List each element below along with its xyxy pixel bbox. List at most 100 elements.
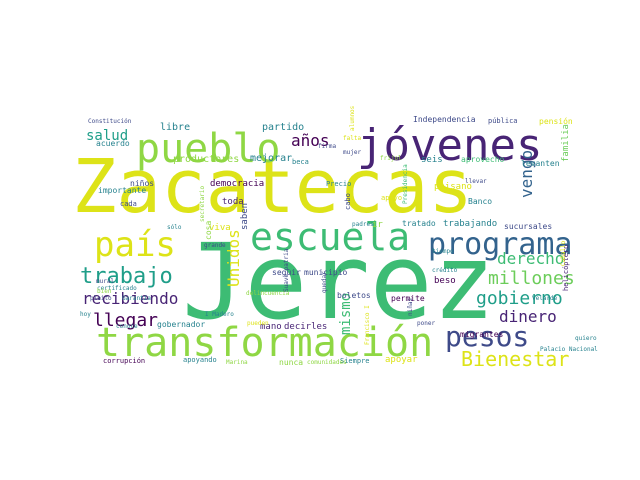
word-apoyo: apoyo — [381, 194, 402, 202]
word-productores: productores — [173, 154, 239, 165]
word-recibiendo: recibiendo — [82, 289, 178, 308]
word-años: años — [291, 131, 330, 150]
word-programa: programa — [428, 227, 573, 262]
word-ir: ir — [372, 220, 383, 230]
word-escuela: escuela — [250, 215, 410, 259]
word-i-madero: I Madero — [205, 311, 234, 318]
word-llevar: llevar — [465, 178, 487, 185]
word-cosa: cosa — [204, 221, 213, 240]
word-garantía: Garantía — [122, 295, 151, 302]
word-aprovecho: aprovecho — [461, 155, 505, 164]
word-delincuencia: delincuencia — [246, 290, 290, 297]
word-caballo: Caballo — [560, 240, 567, 266]
word-quedar: quedar — [321, 271, 328, 293]
word-cabo: cabo — [344, 193, 352, 210]
word-francisco-i: Francisco I — [364, 305, 371, 345]
word-levanten: levanten — [521, 159, 560, 168]
word-bien: bien — [97, 288, 112, 295]
word-jóvenes: jóvenes — [357, 120, 542, 171]
word-suave-patria: Suave patria — [283, 248, 290, 292]
word-certificado: certificado — [97, 285, 137, 292]
word-mujer: mujer — [343, 149, 361, 156]
word-hoy: hoy — [80, 311, 91, 318]
word-boletos: boletos — [337, 291, 371, 300]
word-constitución: Constitución — [88, 118, 132, 125]
word-saben: saben — [240, 203, 250, 230]
word-acuerdo: acuerdo — [96, 139, 130, 148]
word-jerez: Jerez — [182, 221, 495, 343]
word-sucursales: sucursales — [504, 222, 552, 231]
word-viva: viva — [209, 223, 231, 233]
word-alumnos: alumnos — [349, 105, 356, 131]
word-independencia: Independencia — [413, 115, 476, 124]
word-pesos: pesos — [445, 320, 529, 353]
word-mano: mano — [260, 322, 282, 332]
word-firma: firma — [318, 143, 336, 150]
word-trabajando: trabajando — [443, 219, 497, 229]
word-pública: pública — [488, 117, 518, 125]
word-mejorar: mejorar — [250, 153, 292, 164]
word-tiempo: tiempo — [432, 248, 454, 255]
word-seis: seis — [421, 155, 443, 165]
word-beso: beso — [434, 276, 456, 286]
word-sólo: sólo — [167, 224, 182, 231]
word-nunca: nunca — [279, 358, 303, 367]
word-zacatecas: Zacatecas — [72, 144, 473, 230]
word-frijol: frijol — [380, 155, 402, 162]
word-crédito: crédito — [432, 267, 458, 274]
word-libre: libre — [160, 122, 190, 133]
word-niños: niños — [130, 179, 154, 188]
word-pueden: pueden — [247, 320, 269, 327]
word-familia: familia — [561, 124, 571, 162]
word-presidencia: Presidencia — [402, 164, 409, 204]
word-helicóptero: helicóptero — [562, 245, 570, 291]
word-grande: grande — [204, 242, 226, 249]
word-gobierno: gobierno — [476, 288, 563, 309]
word-apoyar: apoyar — [385, 355, 418, 365]
word-pueblo: pueblo — [136, 126, 281, 172]
word-siempre: Siempre — [340, 357, 370, 365]
word-niñas: niñas — [407, 298, 414, 316]
word-falta: falta — [343, 135, 361, 142]
word-importante: importante — [98, 186, 146, 195]
word-palacio-nacional: Palacio Nacional — [540, 346, 598, 353]
word-seguir: seguir — [272, 268, 301, 277]
word-velarde: Velarde — [532, 295, 558, 302]
word-tratado: tratado — [402, 219, 436, 228]
word-quiero: quiero — [575, 335, 597, 342]
word-mural: mural — [96, 278, 114, 285]
word-paisano: paisano — [434, 182, 472, 192]
word-padres: padres — [352, 221, 374, 228]
word-apoyando: apoyando — [183, 356, 217, 364]
word-vengo: vengo — [517, 150, 536, 198]
word-bienestar: Bienestar — [461, 347, 569, 371]
word-permite: permite — [391, 294, 425, 303]
word-democracia: democracia — [210, 179, 264, 189]
word-migrantes: migrantes — [460, 330, 504, 339]
word-unidos: Unidos — [224, 229, 243, 287]
word-derecho: derecho — [497, 249, 564, 268]
word-pleito: pleito — [90, 295, 112, 302]
word-poner: poner — [417, 320, 435, 327]
word-marina: Marina — [226, 359, 248, 366]
word-banco: Banco — [468, 197, 492, 206]
word-conoce: conoce — [116, 323, 138, 330]
word-partido: partido — [262, 122, 304, 133]
word-municipio: municipio — [304, 268, 348, 277]
word-decirles: decirles — [284, 322, 327, 332]
word-millones: millones — [488, 268, 575, 289]
word-llegar: llegar — [93, 310, 158, 331]
word-mismo: mismo — [338, 293, 354, 335]
word-beca: beca — [292, 158, 309, 166]
word-comunidades: comunidades — [307, 359, 347, 366]
word-dinero: dinero — [499, 307, 557, 326]
word-gobernador: gobernador — [157, 320, 205, 329]
word-secretario: secretario — [199, 185, 206, 222]
word-pensión: pensión — [539, 116, 573, 126]
word-toda: toda — [222, 197, 244, 207]
word-país: país — [94, 225, 176, 265]
word-salud: salud — [86, 128, 128, 144]
word-transformación: transformación — [96, 320, 433, 366]
word-cada: cada — [120, 200, 137, 208]
